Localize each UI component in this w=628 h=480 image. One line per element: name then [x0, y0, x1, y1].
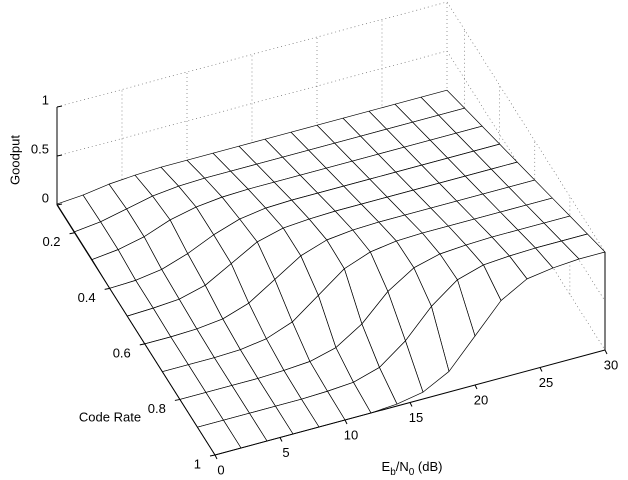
y-axis-label: Code Rate [79, 409, 141, 424]
z-tick-label: 1 [42, 92, 49, 107]
y-axis [56, 204, 216, 456]
x-tick-label: 30 [604, 357, 618, 372]
x-tick [344, 419, 348, 425]
y-tick [69, 232, 75, 235]
grid-line [56, 1, 448, 108]
x-tick [214, 454, 218, 460]
z-tick-label: 0.5 [31, 141, 49, 156]
z-tick [56, 154, 63, 157]
grid-line [56, 50, 448, 157]
x-tick [604, 349, 608, 355]
y-tick [209, 454, 216, 457]
x-tick [539, 367, 543, 372]
y-tick-label: 0.6 [113, 345, 131, 360]
x-tick-label: 15 [409, 410, 423, 425]
y-tick-label: 0.2 [42, 234, 60, 249]
z-tick-label: 0 [42, 190, 49, 205]
x-tick [474, 384, 478, 390]
x-tick-label: 0 [217, 462, 224, 477]
x-tick [279, 437, 283, 442]
y-tick [104, 287, 110, 290]
x-tick-label: 10 [344, 427, 358, 442]
x-tick [409, 402, 413, 407]
z-tick [56, 105, 63, 108]
y-tick-label: 0.4 [78, 290, 96, 305]
y-tick-label: 0.8 [148, 401, 166, 416]
y-tick-label: 1 [194, 456, 201, 471]
x-tick-label: 25 [539, 375, 553, 390]
x-tick-label: 20 [474, 392, 488, 407]
z-tick [56, 203, 63, 206]
z-axis-label: Goodput [7, 135, 22, 185]
y-tick [174, 398, 180, 401]
y-tick [139, 343, 145, 346]
x-axis-label: Eb/N0 (dB) [382, 459, 443, 477]
x-tick-label: 5 [282, 445, 289, 460]
mesh [56, 89, 606, 456]
